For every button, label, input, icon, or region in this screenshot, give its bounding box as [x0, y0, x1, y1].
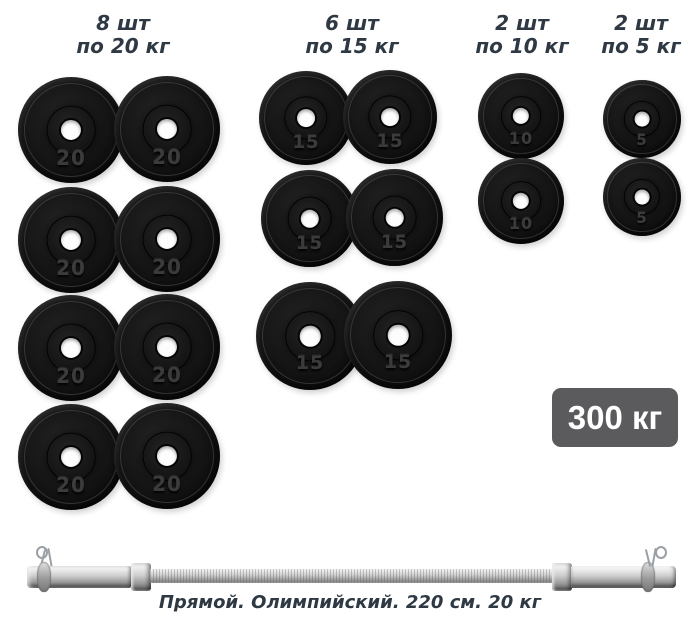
total-weight-badge: 300 кг	[552, 388, 678, 447]
plate-weight-number: 15	[380, 232, 409, 254]
spring-collar-loop	[655, 546, 667, 559]
plate-hole	[512, 192, 530, 210]
plate-weight-number: 15	[376, 131, 404, 153]
group-count-label: 8 шт	[96, 11, 150, 35]
plate-hole	[60, 229, 82, 251]
group-count-label: 2 шт	[495, 11, 549, 35]
weight-plate-20kg: 20	[18, 295, 124, 401]
weight-plate-15kg: 15	[343, 70, 437, 164]
weight-plate-5kg: 5	[603, 80, 681, 158]
group-weight-label: по 5 кг	[601, 34, 681, 58]
weight-plate-20kg: 20	[114, 403, 220, 509]
group-header-5kg: 2 шт по 5 кг	[566, 12, 700, 58]
weight-plate-15kg: 15	[344, 281, 452, 389]
plate-hole	[634, 111, 650, 127]
plate-hole	[634, 189, 650, 205]
plate-hole	[156, 336, 178, 358]
plate-hole	[387, 324, 409, 346]
barbell-caption: Прямой. Олимпийский. 220 см. 20 кг	[158, 592, 542, 613]
barbell-sleeve-left	[27, 566, 131, 588]
plate-hole	[156, 228, 178, 250]
barbell-flange-right	[552, 563, 572, 591]
plate-hole	[156, 445, 178, 467]
plate-weight-number: 20	[152, 362, 182, 387]
weight-plate-10kg: 10	[478, 158, 564, 244]
weight-plate-20kg: 20	[18, 77, 124, 183]
weight-plate-20kg: 20	[18, 404, 124, 510]
plate-weight-number: 5	[636, 130, 648, 149]
weight-plate-20kg: 20	[114, 294, 220, 400]
group-weight-label: по 20 кг	[76, 34, 170, 58]
plate-weight-number: 10	[508, 213, 534, 233]
plate-weight-number: 20	[56, 472, 86, 497]
weight-plate-20kg: 20	[18, 187, 124, 293]
plate-hole	[381, 108, 399, 126]
plate-hole	[300, 209, 319, 228]
group-header-10kg: 2 шт по 10 кг	[447, 12, 597, 58]
barbell-flange-left	[131, 563, 151, 591]
plate-weight-number: 5	[636, 208, 648, 227]
plate-hole	[297, 109, 315, 127]
weight-plate-15kg: 15	[259, 71, 353, 165]
plate-weight-number: 20	[152, 144, 182, 169]
weight-plate-10kg: 10	[478, 73, 564, 159]
spring-collar-loop	[36, 546, 48, 559]
group-count-label: 2 шт	[614, 11, 668, 35]
weight-plate-20kg: 20	[114, 186, 220, 292]
plate-weight-number: 15	[292, 132, 320, 154]
weight-plate-20kg: 20	[114, 76, 220, 182]
plate-weight-number: 20	[56, 363, 86, 388]
group-weight-label: по 15 кг	[305, 34, 399, 58]
weight-plate-5kg: 5	[603, 158, 681, 236]
group-count-label: 6 шт	[325, 11, 379, 35]
plate-weight-number: 20	[152, 254, 182, 279]
weight-plate-15kg: 15	[346, 169, 443, 266]
plate-weight-number: 15	[383, 351, 413, 374]
plate-weight-number: 15	[295, 352, 325, 375]
weight-plate-15kg: 15	[261, 170, 358, 267]
barbell-shaft	[150, 569, 554, 583]
plate-hole	[156, 118, 178, 140]
group-header-15kg: 6 шт по 15 кг	[277, 12, 427, 58]
plate-hole	[60, 337, 82, 359]
group-weight-label: по 10 кг	[475, 34, 569, 58]
plate-weight-number: 20	[56, 145, 86, 170]
plate-hole	[60, 119, 82, 141]
plate-hole	[385, 208, 404, 227]
barbell-collar-left	[37, 562, 51, 592]
plate-weight-number: 20	[56, 255, 86, 280]
plate-weight-number: 20	[152, 471, 182, 496]
group-header-20kg: 8 шт по 20 кг	[48, 12, 198, 58]
barbell-collar-right	[641, 562, 655, 592]
plate-weight-number: 10	[508, 128, 534, 148]
plate-weight-number: 15	[295, 233, 324, 255]
barbell-sleeve-right	[571, 566, 676, 588]
plate-hole	[299, 325, 321, 347]
plate-hole	[512, 107, 530, 125]
plate-hole	[60, 446, 82, 468]
